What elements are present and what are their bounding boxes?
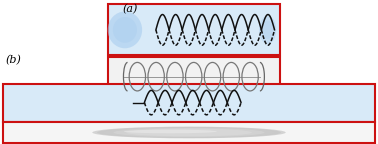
Bar [108, 57, 280, 96]
Ellipse shape [126, 129, 252, 136]
Bar [108, 4, 280, 55]
Ellipse shape [104, 127, 274, 138]
Ellipse shape [113, 128, 265, 137]
Text: (b): (b) [6, 55, 22, 65]
Text: (a): (a) [123, 4, 138, 15]
Ellipse shape [124, 130, 217, 133]
Bar [3, 84, 375, 122]
Ellipse shape [113, 17, 137, 43]
Bar [3, 122, 375, 143]
Ellipse shape [262, 21, 273, 39]
Ellipse shape [259, 16, 276, 44]
Ellipse shape [92, 127, 286, 138]
Ellipse shape [97, 127, 281, 138]
Ellipse shape [108, 12, 142, 48]
